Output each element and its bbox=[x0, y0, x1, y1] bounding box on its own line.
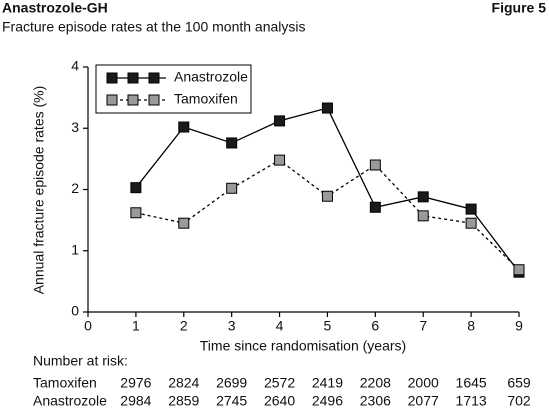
x-axis-label: Time since randomisation (years) bbox=[200, 338, 406, 354]
risk-value: 1645 bbox=[456, 375, 487, 391]
risk-value: 2984 bbox=[120, 393, 151, 409]
risk-value: 659 bbox=[507, 375, 531, 391]
figure-label: Figure 5 bbox=[492, 0, 547, 16]
data-point bbox=[226, 137, 238, 149]
risk-table-title: Number at risk: bbox=[33, 353, 128, 369]
x-tick-label: 3 bbox=[228, 318, 236, 334]
x-tick-label: 4 bbox=[276, 318, 284, 334]
data-point bbox=[226, 182, 238, 194]
risk-value: 2824 bbox=[168, 375, 199, 391]
y-tick-label: 1 bbox=[71, 241, 79, 257]
risk-value: 2859 bbox=[168, 393, 199, 409]
risk-value: 702 bbox=[507, 393, 531, 409]
risk-value: 1713 bbox=[456, 393, 487, 409]
legend-marker bbox=[106, 94, 118, 106]
risk-value: 2208 bbox=[360, 375, 391, 391]
data-point bbox=[465, 217, 477, 229]
y-tick-label: 3 bbox=[71, 119, 79, 135]
x-tick-label: 6 bbox=[371, 318, 379, 334]
data-point bbox=[369, 201, 381, 213]
risk-value: 2745 bbox=[216, 393, 247, 409]
x-tick-label: 8 bbox=[467, 318, 475, 334]
risk-value: 2640 bbox=[264, 393, 295, 409]
legend-label: Anastrozole bbox=[174, 69, 248, 85]
series-line bbox=[135, 159, 520, 271]
data-point bbox=[417, 191, 429, 203]
x-tick-label: 7 bbox=[419, 318, 427, 334]
risk-value: 2976 bbox=[120, 375, 151, 391]
x-tick-label: 0 bbox=[84, 318, 92, 334]
y-tick-label: 0 bbox=[71, 303, 79, 319]
data-point bbox=[178, 217, 190, 229]
data-point bbox=[274, 154, 286, 166]
risk-row-label: Anastrozole bbox=[33, 393, 107, 409]
chart-subtitle: Fracture episode rates at the 100 month … bbox=[2, 19, 306, 35]
x-tick-label: 1 bbox=[132, 318, 140, 334]
legend-marker bbox=[106, 72, 118, 84]
risk-row-label: Tamoxifen bbox=[33, 375, 97, 391]
legend-label: Tamoxifen bbox=[174, 91, 238, 107]
data-point bbox=[178, 121, 190, 133]
risk-value: 2699 bbox=[216, 375, 247, 391]
data-point bbox=[274, 115, 286, 127]
series-line bbox=[135, 107, 520, 273]
risk-value: 2496 bbox=[312, 393, 343, 409]
data-point bbox=[130, 182, 142, 194]
legend-marker bbox=[148, 94, 160, 106]
data-point bbox=[321, 102, 333, 114]
y-tick-label: 4 bbox=[71, 58, 79, 74]
legend-box bbox=[95, 64, 252, 114]
x-tick-label: 9 bbox=[515, 318, 523, 334]
data-point bbox=[513, 264, 525, 276]
x-tick-label: 2 bbox=[180, 318, 188, 334]
data-point bbox=[130, 207, 142, 219]
legend-marker bbox=[127, 94, 139, 106]
risk-value: 2000 bbox=[408, 375, 439, 391]
data-point bbox=[417, 210, 429, 222]
risk-value: 2572 bbox=[264, 375, 295, 391]
data-point bbox=[465, 203, 477, 215]
data-point bbox=[369, 159, 381, 171]
legend-marker bbox=[148, 72, 160, 84]
data-point bbox=[321, 190, 333, 202]
y-axis-label: Annual fracture episode rates (%) bbox=[31, 86, 47, 295]
legend-marker bbox=[127, 72, 139, 84]
x-tick-label: 5 bbox=[324, 318, 332, 334]
y-tick-label: 2 bbox=[71, 180, 79, 196]
risk-value: 2077 bbox=[408, 393, 439, 409]
risk-value: 2419 bbox=[312, 375, 343, 391]
chart-title: Anastrozole-GH bbox=[2, 0, 108, 16]
risk-value: 2306 bbox=[360, 393, 391, 409]
